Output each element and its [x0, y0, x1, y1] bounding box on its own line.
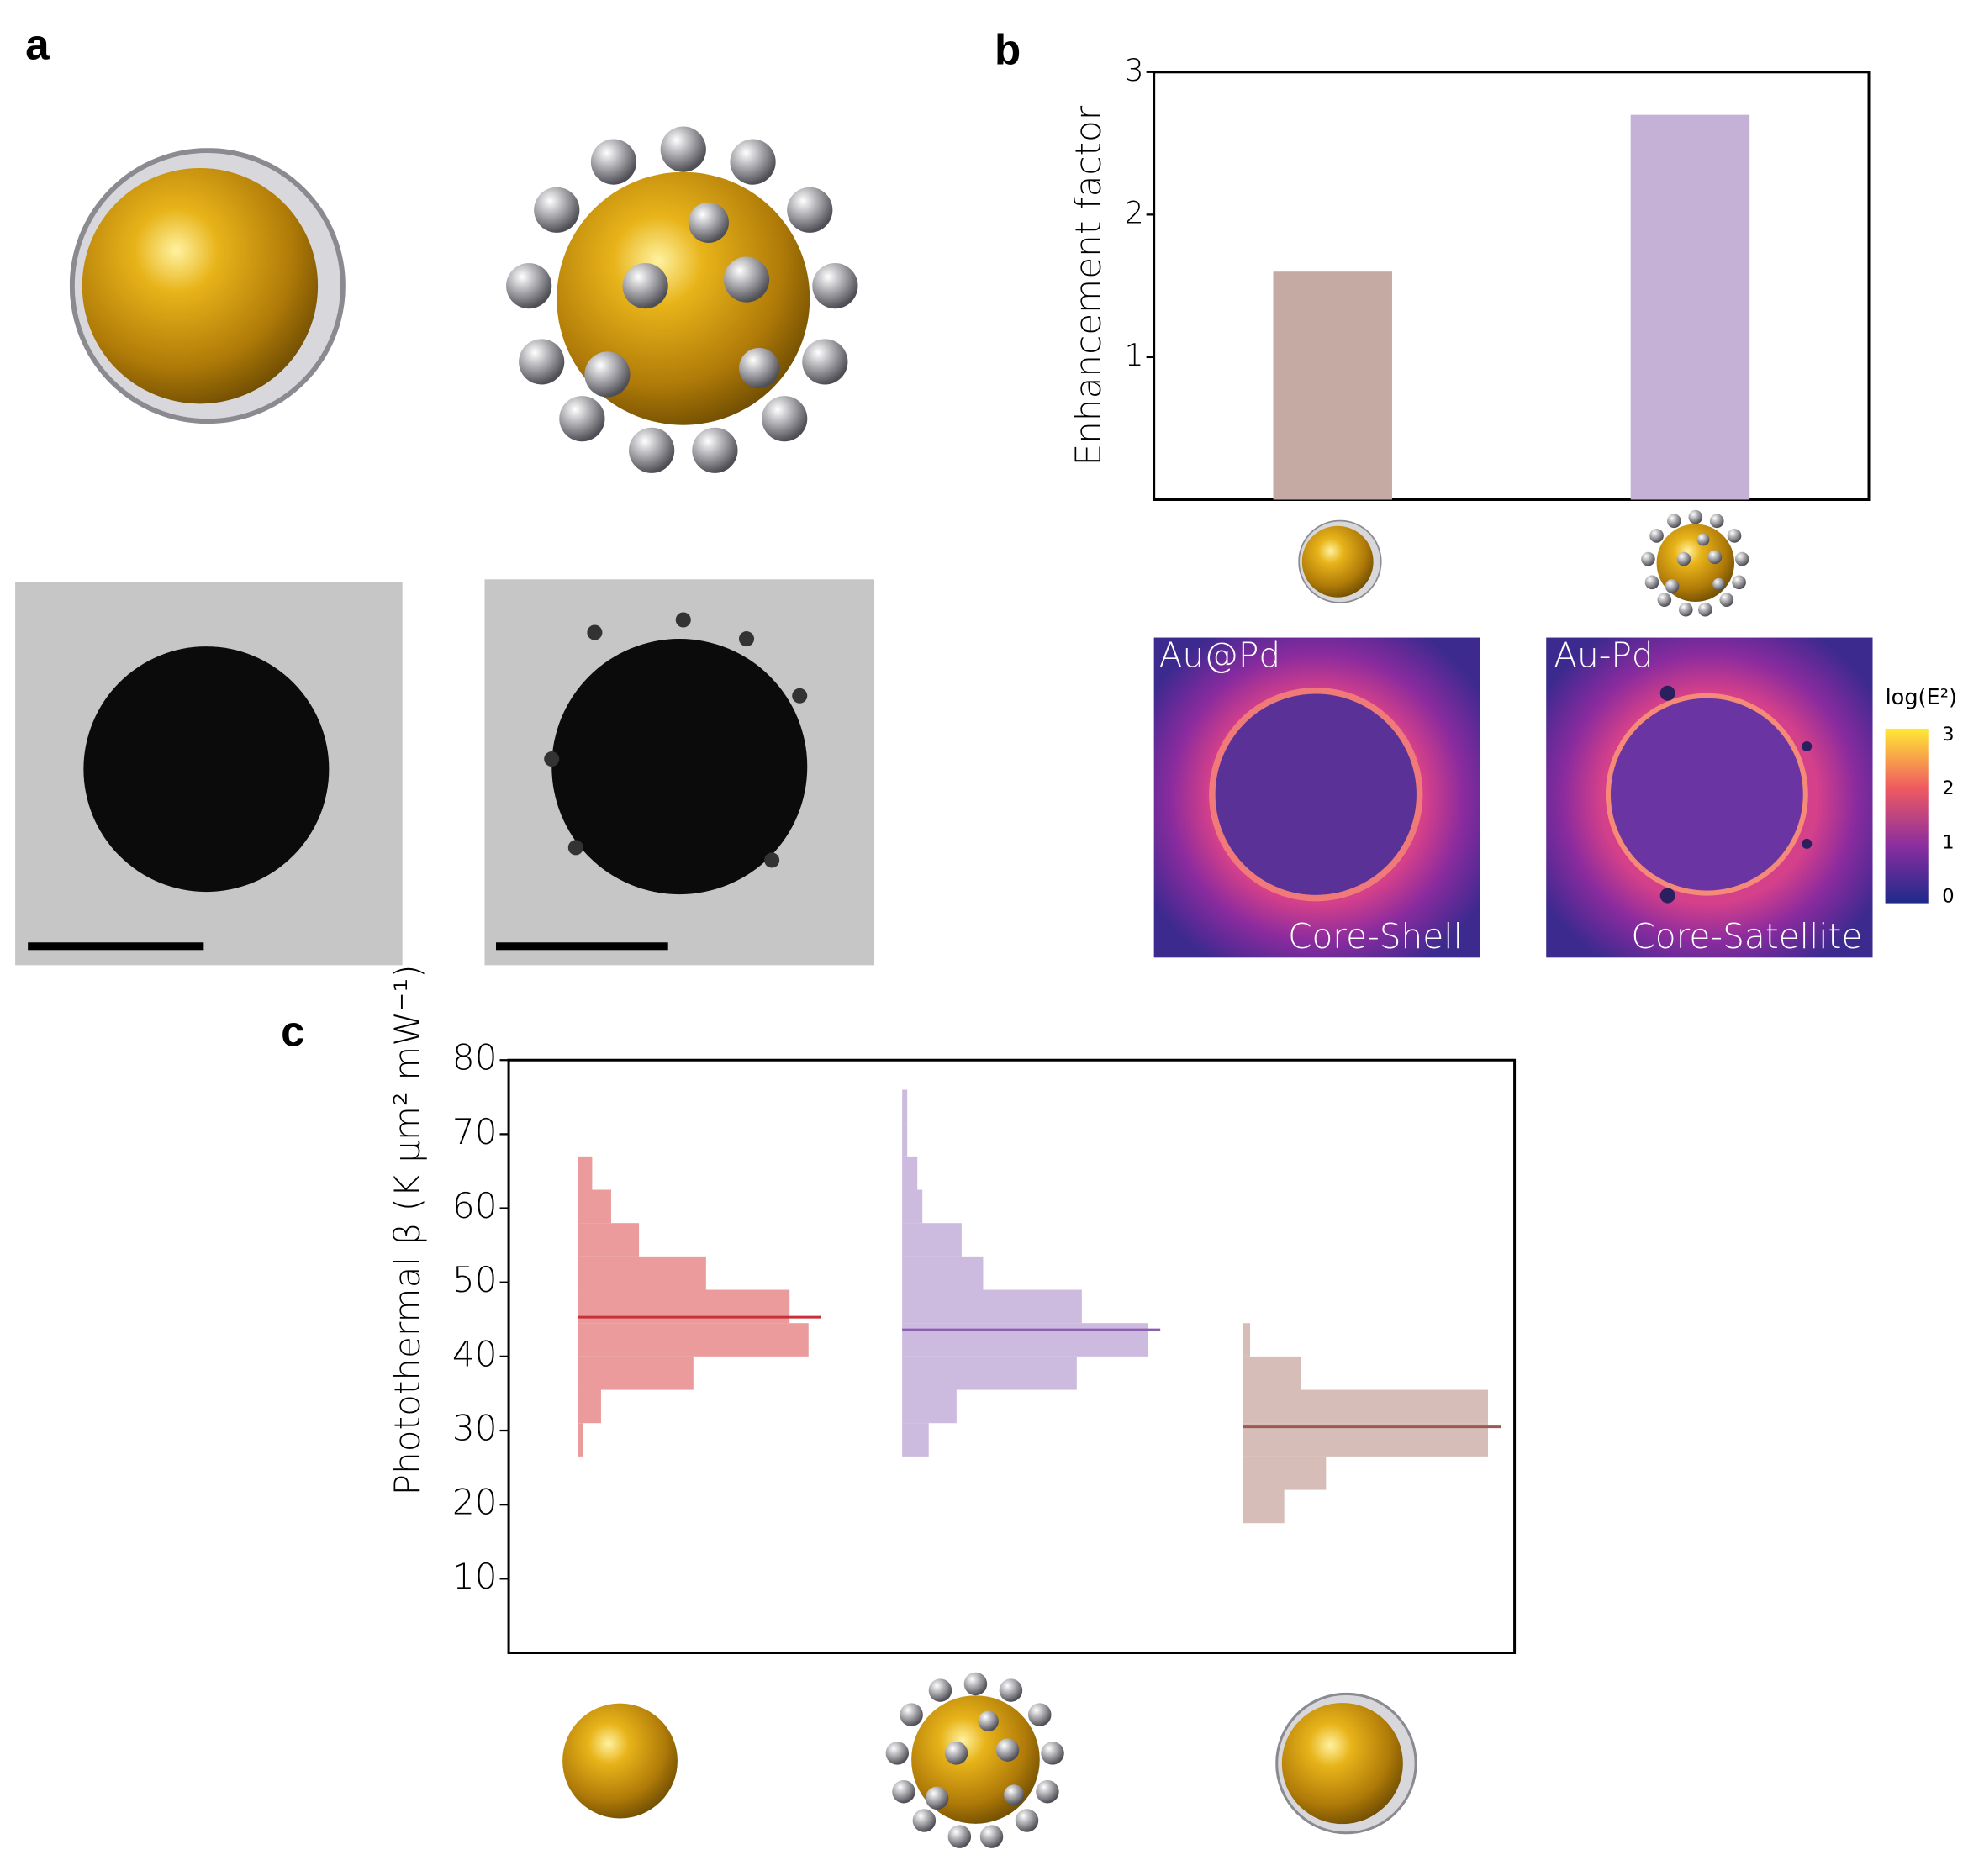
histogram-bar [1243, 1423, 1488, 1457]
core-shell-model [72, 150, 343, 421]
histogram-bar [902, 1289, 1082, 1324]
heatmap-core [1209, 687, 1423, 902]
colorbar-tick-label: 2 [1942, 777, 1954, 799]
tem-particle [83, 646, 330, 893]
heatmap-core [1605, 693, 1808, 896]
panel-label: c [281, 1008, 304, 1056]
histogram-bar [902, 1423, 929, 1457]
histogram-bar [1243, 1323, 1251, 1357]
histogram-bar [902, 1256, 984, 1290]
y-tick-label: 2 [1125, 194, 1144, 230]
y-tick-label: 1 [1125, 337, 1144, 373]
heatmap-label: Au-Pd [1554, 635, 1653, 676]
colorbar-tick-label: 3 [1942, 724, 1954, 746]
histogram-bar [902, 1123, 908, 1157]
histogram-bar [902, 1189, 923, 1224]
y-tick-label: 20 [452, 1482, 498, 1523]
histogram-bar [578, 1156, 593, 1190]
scale-bar [28, 942, 204, 951]
histogram-bar [578, 1256, 706, 1290]
y-tick-label: 3 [1125, 52, 1144, 88]
tem-particle [551, 639, 808, 895]
scale-bar [496, 942, 668, 951]
histogram-bar [902, 1089, 908, 1124]
histogram-bar [578, 1189, 611, 1224]
heatmap-label: Core-Satellite [1631, 916, 1862, 956]
histogram-bar [1243, 1456, 1327, 1490]
core-satellite-icon [885, 1672, 1064, 1848]
heatmap-label: Au@Pd [1159, 635, 1280, 676]
y-tick-label: 10 [452, 1556, 498, 1597]
histogram-bar [902, 1323, 1148, 1357]
core-satellite-model [506, 126, 858, 473]
y-tick-label: 40 [452, 1333, 498, 1374]
core-satellite-icon [1641, 509, 1749, 617]
histogram-bar [1243, 1356, 1301, 1390]
y-tick-label: 30 [452, 1408, 498, 1449]
bar [1273, 271, 1392, 500]
y-axis-label: Enhancement factor [1068, 105, 1109, 466]
histogram-bar [578, 1423, 583, 1457]
y-tick-label: 50 [452, 1259, 498, 1300]
bar [1630, 114, 1750, 500]
plot-frame [1153, 71, 1871, 502]
histogram-bar [578, 1323, 809, 1357]
histogram-bar [578, 1356, 694, 1390]
panel-label: b [995, 26, 1021, 74]
colorbar [1885, 728, 1929, 904]
histogram-bar [902, 1389, 957, 1424]
y-tick-label: 80 [452, 1037, 498, 1078]
y-tick-label: 70 [452, 1111, 498, 1152]
histogram-bar [902, 1156, 918, 1190]
colorbar-tick-label: 1 [1942, 831, 1954, 853]
histogram-bar [578, 1223, 640, 1257]
colorbar-label: log(E²) [1886, 685, 1957, 710]
core-shell-icon [1275, 1692, 1417, 1835]
core-shell-icon [1298, 519, 1382, 603]
histogram-bar [1243, 1489, 1285, 1524]
colorbar-tick-label: 0 [1942, 886, 1954, 908]
gold-sphere-icon [562, 1703, 678, 1819]
heatmap-label: Core-Shell [1288, 916, 1463, 956]
histogram-bar [1243, 1389, 1488, 1424]
histogram-bar [902, 1356, 1077, 1390]
y-axis-label: Photothermal β (K µm² mW⁻¹) [387, 964, 428, 1495]
histogram-bar [578, 1389, 601, 1424]
panel-label: a [25, 21, 50, 69]
y-tick-label: 60 [452, 1185, 498, 1226]
histogram-bar [902, 1223, 962, 1257]
